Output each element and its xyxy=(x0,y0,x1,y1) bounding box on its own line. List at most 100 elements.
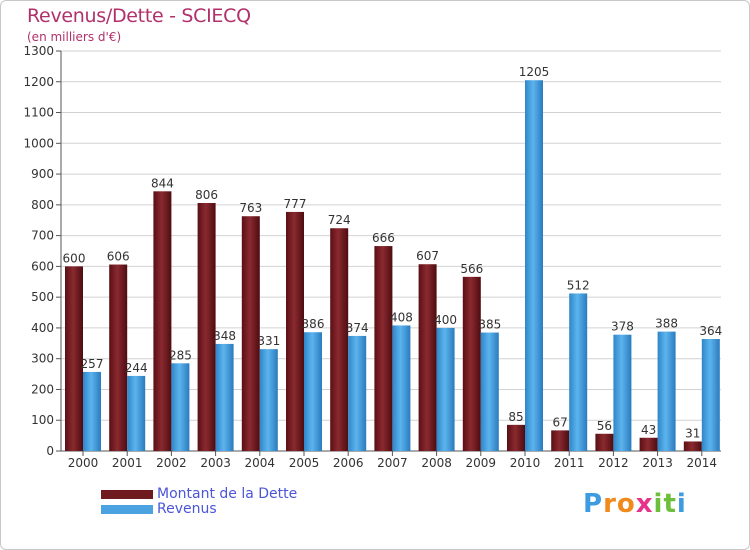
bar-revenus-2004 xyxy=(259,349,278,451)
y-tick-label: 900 xyxy=(31,167,54,181)
bar-revenus-2005 xyxy=(304,332,322,451)
bar-dette-2006 xyxy=(330,228,349,451)
x-tick-label: 2003 xyxy=(200,456,231,470)
value-label-dette-2013: 43 xyxy=(641,423,656,437)
bar-dette-2004 xyxy=(241,216,260,451)
y-tick-label: 1200 xyxy=(23,75,54,89)
y-tick-label: 1300 xyxy=(23,44,54,58)
y-tick-label: 500 xyxy=(31,290,54,304)
value-label-revenus-2014: 364 xyxy=(699,324,722,338)
value-label-revenus-2000: 257 xyxy=(81,357,104,371)
x-tick-label: 2007 xyxy=(377,456,408,470)
bar-revenus-2003 xyxy=(215,343,234,451)
value-label-dette-2003: 806 xyxy=(195,188,218,202)
y-tick-label: 800 xyxy=(31,198,54,212)
value-label-revenus-2006: 374 xyxy=(346,321,369,335)
bar-dette-2013 xyxy=(639,437,658,451)
bar-dette-2003 xyxy=(197,203,216,451)
value-label-revenus-2011: 512 xyxy=(567,278,590,292)
value-label-revenus-2009: 385 xyxy=(478,318,501,332)
logo-letter: o xyxy=(616,489,636,519)
bar-dette-2005 xyxy=(286,211,304,451)
bar-revenus-2011 xyxy=(569,293,588,451)
value-label-dette-2001: 606 xyxy=(107,250,130,264)
y-tick-label: 100 xyxy=(31,413,54,427)
x-tick-label: 2005 xyxy=(289,456,320,470)
bar-revenus-2014 xyxy=(701,339,720,451)
legend-label-revenus: Revenus xyxy=(157,501,217,517)
bar-dette-2002 xyxy=(153,191,172,452)
bar-revenus-2007 xyxy=(392,325,411,451)
bar-dette-2010 xyxy=(507,424,525,451)
x-tick-label: 2010 xyxy=(510,456,541,470)
bar-revenus-2013 xyxy=(657,331,676,451)
chart-title: Revenus/Dette - SCIECQ xyxy=(27,5,251,27)
axes: 0 100 200 300 400 500 600 700 800 900 1000 1100 1200… xyxy=(23,44,721,470)
bar-revenus-2008 xyxy=(436,327,455,451)
value-label-dette-2007: 666 xyxy=(372,231,395,245)
value-label-revenus-2007: 408 xyxy=(390,310,413,324)
bar-dette-2007 xyxy=(374,246,393,451)
proxiti-logo: Proxiti xyxy=(583,489,687,519)
value-label-dette-2002: 844 xyxy=(151,176,174,190)
value-label-dette-2010: 85 xyxy=(508,410,523,424)
value-labels: 600 257 606 244 844 285 806 348 763 331 777 386 724 3… xyxy=(63,65,723,440)
bar-dette-2001 xyxy=(109,264,128,451)
x-tick-label: 2001 xyxy=(112,456,143,470)
bar-dette-2009 xyxy=(462,276,481,451)
value-label-dette-2000: 600 xyxy=(63,251,86,265)
y-tick-label: 400 xyxy=(31,321,54,335)
y-tick-label: 0 xyxy=(46,444,54,458)
x-tick-label: 2013 xyxy=(642,456,673,470)
logo-letter: r xyxy=(603,489,617,519)
value-label-revenus-2012: 378 xyxy=(611,320,634,334)
bar-dette-2000 xyxy=(65,266,83,451)
bar-dette-2011 xyxy=(551,430,570,451)
x-tick-label: 2008 xyxy=(421,456,452,470)
x-tick-label: 2009 xyxy=(466,456,497,470)
x-tick-label: 2002 xyxy=(156,456,187,470)
x-tick-label: 2012 xyxy=(598,456,629,470)
x-tick-label: 2000 xyxy=(68,456,99,470)
x-tick-label: 2011 xyxy=(554,456,585,470)
value-label-dette-2006: 724 xyxy=(328,213,351,227)
value-label-revenus-2003: 348 xyxy=(213,329,236,343)
logo-letter: i xyxy=(653,489,664,519)
value-label-revenus-2005: 386 xyxy=(302,317,325,331)
value-label-dette-2005: 777 xyxy=(284,197,307,211)
value-label-revenus-2013: 388 xyxy=(655,317,678,331)
chart-subtitle: (en milliers d'€) xyxy=(27,30,122,44)
logo-letter: i xyxy=(676,489,687,519)
bar-revenus-2001 xyxy=(127,375,146,451)
logo-letter: P xyxy=(583,489,604,519)
y-tick-label: 1000 xyxy=(23,136,54,150)
bar-revenus-2006 xyxy=(348,335,367,451)
value-label-revenus-2004: 331 xyxy=(257,334,280,348)
y-tick-label: 600 xyxy=(31,259,54,273)
y-tick-label: 1100 xyxy=(23,106,54,120)
legend-swatch-dette xyxy=(101,490,153,499)
value-label-revenus-2001: 244 xyxy=(125,361,148,375)
value-label-dette-2012: 56 xyxy=(597,419,612,433)
value-label-revenus-2002: 285 xyxy=(169,348,192,362)
value-label-dette-2014: 31 xyxy=(685,426,700,440)
bar-revenus-2000 xyxy=(83,371,101,451)
bar-revenus-2010 xyxy=(525,80,543,451)
legend-label-dette: Montant de la Dette xyxy=(157,486,298,502)
value-label-dette-2009: 566 xyxy=(460,262,483,276)
logo-letter: t xyxy=(663,489,677,519)
bar-revenus-2009 xyxy=(480,332,499,451)
value-label-dette-2011: 67 xyxy=(553,415,568,429)
bar-dette-2014 xyxy=(683,441,702,451)
y-tick-label: 200 xyxy=(31,382,54,396)
y-tick-label: 700 xyxy=(31,229,54,243)
bar-dette-2012 xyxy=(595,433,614,451)
x-tick-label: 2014 xyxy=(687,456,718,470)
bar-dette-2008 xyxy=(418,264,437,451)
value-label-dette-2008: 607 xyxy=(416,249,439,263)
legend-swatch-revenus xyxy=(101,505,153,514)
bars xyxy=(65,80,720,452)
value-label-revenus-2010: 1205 xyxy=(519,65,550,79)
